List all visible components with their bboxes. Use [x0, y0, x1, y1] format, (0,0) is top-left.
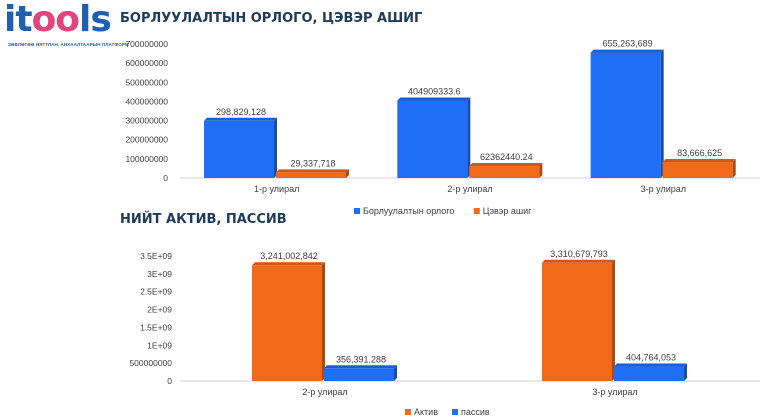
bar-series2 [469, 166, 540, 178]
bar-side [612, 259, 615, 381]
itools-logo: itools ЗӨВЛӨГӨӨ НЯГТЛАН, АНХААЛТААРЫН ПЛ… [4, 0, 129, 50]
y-tick-label: 100000000 [125, 154, 168, 164]
bar-series2 [614, 366, 684, 381]
data-label: 29,337,718 [290, 158, 335, 168]
y-tick-label: 400000000 [125, 96, 168, 106]
bar-series2 [662, 161, 733, 178]
y-tick-label: 0 [163, 173, 168, 183]
bar-side [274, 117, 277, 178]
bar-series1 [590, 52, 661, 178]
bar-series1 [397, 100, 468, 178]
legend-entry: Актив [414, 407, 438, 417]
bar-top [397, 97, 471, 101]
bar-side [684, 363, 687, 381]
data-label: 356,391,288 [336, 354, 386, 364]
bar-series2 [324, 368, 394, 381]
legend-swatch [473, 208, 480, 214]
x-tick-label: 3-р улирал [592, 387, 637, 397]
data-label: 3,310,679,793 [550, 249, 608, 259]
y-tick-label: 2E+09 [147, 305, 172, 315]
chart1-title: БОРЛУУЛАЛТЫН ОРЛОГО, ЦЭВЭР АШИГ [120, 11, 423, 26]
bar-top [614, 363, 687, 367]
legend-swatch [452, 409, 458, 415]
bar-series1 [204, 120, 274, 178]
assets-liabilities-chart: 0 500000000 1E+09 1.5E+09 2E+09 2.5E+09 3E+09 3… [129, 249, 760, 417]
y-tick-label: 2.5E+09 [140, 287, 172, 297]
bar-side [322, 262, 325, 381]
bar-side [346, 169, 349, 178]
y-tick-label: 1.5E+09 [140, 322, 172, 332]
bar-side [394, 365, 397, 381]
legend-entry: Цэвэр ашиг [483, 206, 532, 216]
legend-swatch [405, 409, 411, 415]
data-label: 3,241,002,842 [260, 251, 318, 261]
bar-series1 [542, 262, 612, 381]
data-label: 83,666,625 [677, 148, 722, 158]
y-tick-label: 600000000 [125, 58, 168, 68]
data-label: 404,764,053 [626, 353, 676, 363]
y-tick-label: 1E+09 [147, 340, 172, 350]
bar-side [732, 158, 736, 178]
y-tick-label: 3E+09 [147, 269, 172, 279]
revenue-profit-chart: 0 100000000 200000000 300000000 400000000 500… [125, 39, 760, 216]
bar-top [590, 49, 664, 53]
y-tick-label: 300000000 [125, 116, 168, 126]
y-tick-label: 500000000 [129, 358, 172, 368]
legend-entry: Борлуулалтын орлого [363, 206, 454, 216]
logo-wordmark: itools [4, 0, 112, 40]
bar-side [467, 97, 471, 178]
data-label: 404909333.6 [408, 86, 461, 96]
x-tick-label: 3-р улирал [641, 184, 686, 194]
bar-top [662, 158, 736, 162]
bar-side [660, 49, 664, 178]
data-label: 62362440.24 [480, 152, 533, 162]
bar-top [252, 262, 325, 266]
y-tick-label: 3.5E+09 [140, 251, 172, 261]
bar-top [542, 259, 615, 263]
bar-series1 [252, 265, 322, 381]
bar-top [204, 117, 277, 121]
bar-top [324, 365, 397, 369]
x-tick-label: 1-р улирал [254, 184, 299, 194]
y-tick-label: 500000000 [125, 77, 168, 87]
bar-top [469, 163, 543, 167]
legend-swatch [354, 208, 360, 214]
legend-entry: пассив [461, 407, 490, 417]
x-tick-label: 2-р улирал [302, 387, 347, 397]
bar-series2 [276, 172, 346, 178]
logo-tagline: ЗӨВЛӨГӨӨ НЯГТЛАН, АНХААЛТААРЫН ПЛАТФОРМ [8, 42, 129, 47]
data-label: 655,263,689 [603, 39, 653, 49]
bar-top [276, 169, 349, 173]
x-tick-label: 2-р улирал [447, 184, 492, 194]
chart2-title: НИЙТ АКТИВ, ПАССИВ [120, 212, 287, 227]
y-tick-label: 0 [167, 376, 172, 386]
y-tick-label: 200000000 [125, 135, 168, 145]
data-label: 298,829,128 [216, 107, 266, 117]
y-tick-label: 700000000 [125, 39, 168, 49]
bar-side [539, 163, 543, 178]
